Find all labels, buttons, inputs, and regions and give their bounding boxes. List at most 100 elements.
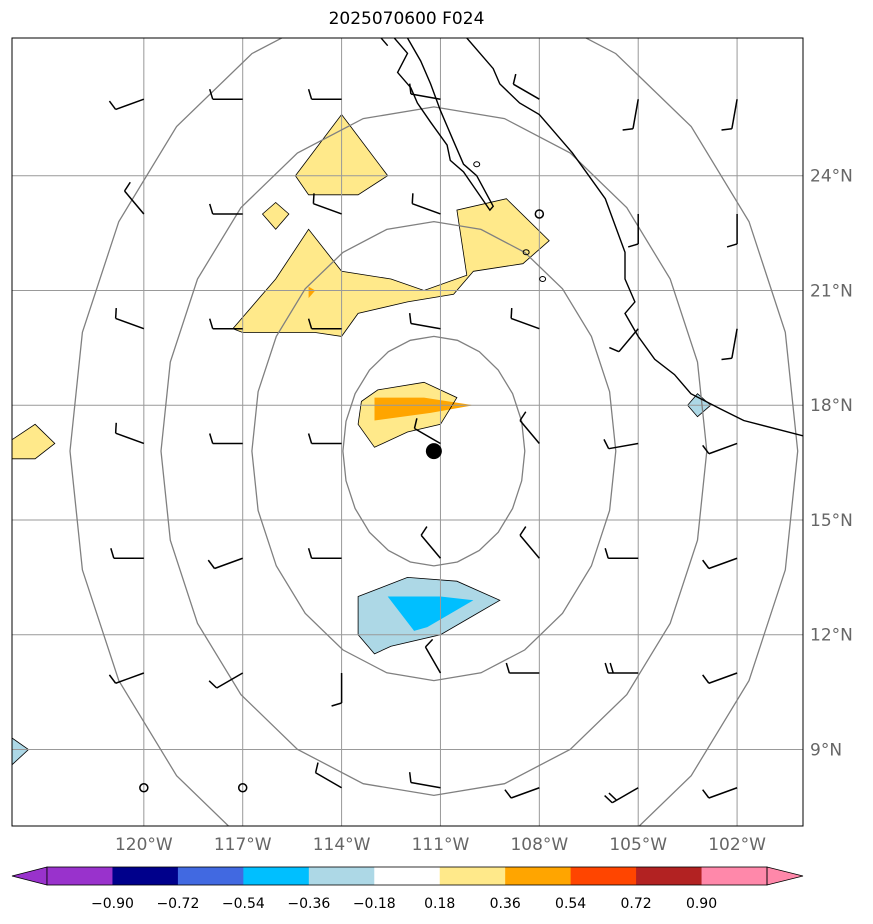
wind-barb-shaft xyxy=(115,432,145,445)
range-ring xyxy=(69,38,799,826)
colorbar-tick-label: 0.72 xyxy=(621,896,652,912)
wind-barb-shaft xyxy=(420,534,442,559)
latitude-label: 15°N xyxy=(810,511,853,531)
wind-barb-flag xyxy=(519,526,527,536)
wind-barb-flag xyxy=(604,795,613,804)
colorbar-swatch xyxy=(177,867,244,885)
wind-barb-flag xyxy=(408,772,412,783)
graticule-layer xyxy=(12,38,803,826)
contour-line xyxy=(357,381,458,448)
range-rings-layer xyxy=(69,38,799,826)
wind-barb-shaft xyxy=(410,322,441,330)
coastline xyxy=(466,38,803,437)
wind-barb-flag xyxy=(609,346,620,353)
wind-barb-flag xyxy=(702,444,710,455)
colorbar-extend-min xyxy=(11,866,48,886)
latitude-labels: 9°N 12°N 15°N 18°N 21°N 24°N xyxy=(810,167,853,761)
wind-barb-flag xyxy=(603,439,610,450)
longitude-label: 111°W xyxy=(412,835,470,855)
wind-barb-shaft xyxy=(618,328,639,353)
colorbar-swatch xyxy=(374,867,441,885)
longitude-label: 114°W xyxy=(313,835,371,855)
contour-line xyxy=(12,423,56,460)
wind-barb-flag xyxy=(114,422,117,434)
wind-barb-shaft xyxy=(708,557,738,570)
wind-barb-shaft xyxy=(115,98,145,111)
wind-barb-shaft xyxy=(123,190,145,215)
colorbar-tick-label: −0.36 xyxy=(287,896,330,912)
wind-barb-shaft xyxy=(519,534,540,559)
wind-barb-flag xyxy=(420,526,428,536)
wind-barb-flag xyxy=(331,702,342,707)
shaded-region xyxy=(308,286,316,299)
wind-barb-flag xyxy=(510,307,513,319)
map-frame xyxy=(11,37,804,827)
wind-barb-flag xyxy=(307,318,313,329)
colorbar-swatch xyxy=(308,867,375,885)
coastline xyxy=(393,38,495,212)
shaded-region xyxy=(12,738,29,765)
wind-barb-shaft xyxy=(510,317,540,330)
colorbar-tick-label: −0.72 xyxy=(156,896,199,912)
shaded-region xyxy=(232,198,550,337)
storm-center-layer xyxy=(425,443,442,460)
shaded-region xyxy=(262,202,289,230)
colorbar-swatch xyxy=(112,867,179,885)
storm-center-marker xyxy=(425,443,442,460)
colorbar-swatch xyxy=(636,867,703,885)
colorbar-swatch xyxy=(505,867,572,885)
calm-wind-marker xyxy=(237,782,248,793)
wind-barb-flag xyxy=(408,313,412,324)
wind-barb-shaft xyxy=(424,646,442,674)
wind-barb-flag xyxy=(108,100,117,110)
longitude-label: 120°W xyxy=(115,835,173,855)
latitude-label: 18°N xyxy=(810,396,853,416)
wind-barb-flag xyxy=(408,83,412,95)
wind-barb-flag xyxy=(208,88,214,100)
colorbar-tick-label: −0.54 xyxy=(222,896,265,912)
colorbar-swatch xyxy=(439,867,506,885)
wind-barb-flag xyxy=(208,433,214,444)
colorbar-tick-label: 0.90 xyxy=(686,896,717,912)
colorbar: −0.90 −0.72 −0.54 −0.36 −0.18 0.18 0.36 0.54 0.7… xyxy=(11,866,804,912)
wind-barb-shaft xyxy=(115,672,145,684)
wind-barb-flag xyxy=(424,638,434,648)
calm-wind-marker xyxy=(534,209,545,219)
range-ring xyxy=(160,106,708,797)
wind-barb-shaft xyxy=(410,93,441,100)
wind-barb-shaft xyxy=(519,420,540,444)
longitude-labels: 120°W 117°W 114°W 111°W 108°W 105°W 102°W xyxy=(115,835,766,855)
wind-barb-shaft xyxy=(611,787,639,804)
island xyxy=(539,275,547,282)
wind-barb-flag xyxy=(519,411,527,421)
coastline-layer xyxy=(380,38,803,437)
wind-barb-shaft xyxy=(510,787,540,799)
contour-line xyxy=(261,201,290,230)
wind-barb-flag xyxy=(413,418,418,429)
calm-wind-marker xyxy=(139,782,149,793)
wind-barb-flag xyxy=(702,789,710,799)
wind-barb-flag xyxy=(604,662,609,674)
wind-barb-shaft xyxy=(708,442,738,455)
latitude-label: 12°N xyxy=(810,626,853,646)
wind-barb-flag xyxy=(604,548,609,559)
wind-barb-flag xyxy=(512,73,517,85)
longitude-label: 117°W xyxy=(214,835,272,855)
wind-barb-shaft xyxy=(115,317,145,330)
shaded-region xyxy=(12,424,55,459)
island xyxy=(473,161,481,168)
colorbar-tick-label: 0.18 xyxy=(424,896,455,912)
wind-barb-shaft xyxy=(608,442,639,450)
wind-barb-flag xyxy=(505,662,511,674)
wind-barb-shaft xyxy=(632,99,639,129)
wind-barb-flag xyxy=(726,243,738,248)
longitude-label: 102°W xyxy=(708,835,766,855)
wind-barb-flag xyxy=(314,762,319,773)
wind-barb-flag xyxy=(108,674,117,684)
wind-barb-shaft xyxy=(414,427,441,445)
wind-barb-shaft xyxy=(708,672,738,684)
wind-barb-flag xyxy=(627,243,639,248)
wind-barb-shaft xyxy=(315,772,342,789)
wind-barb-flag xyxy=(721,128,732,131)
